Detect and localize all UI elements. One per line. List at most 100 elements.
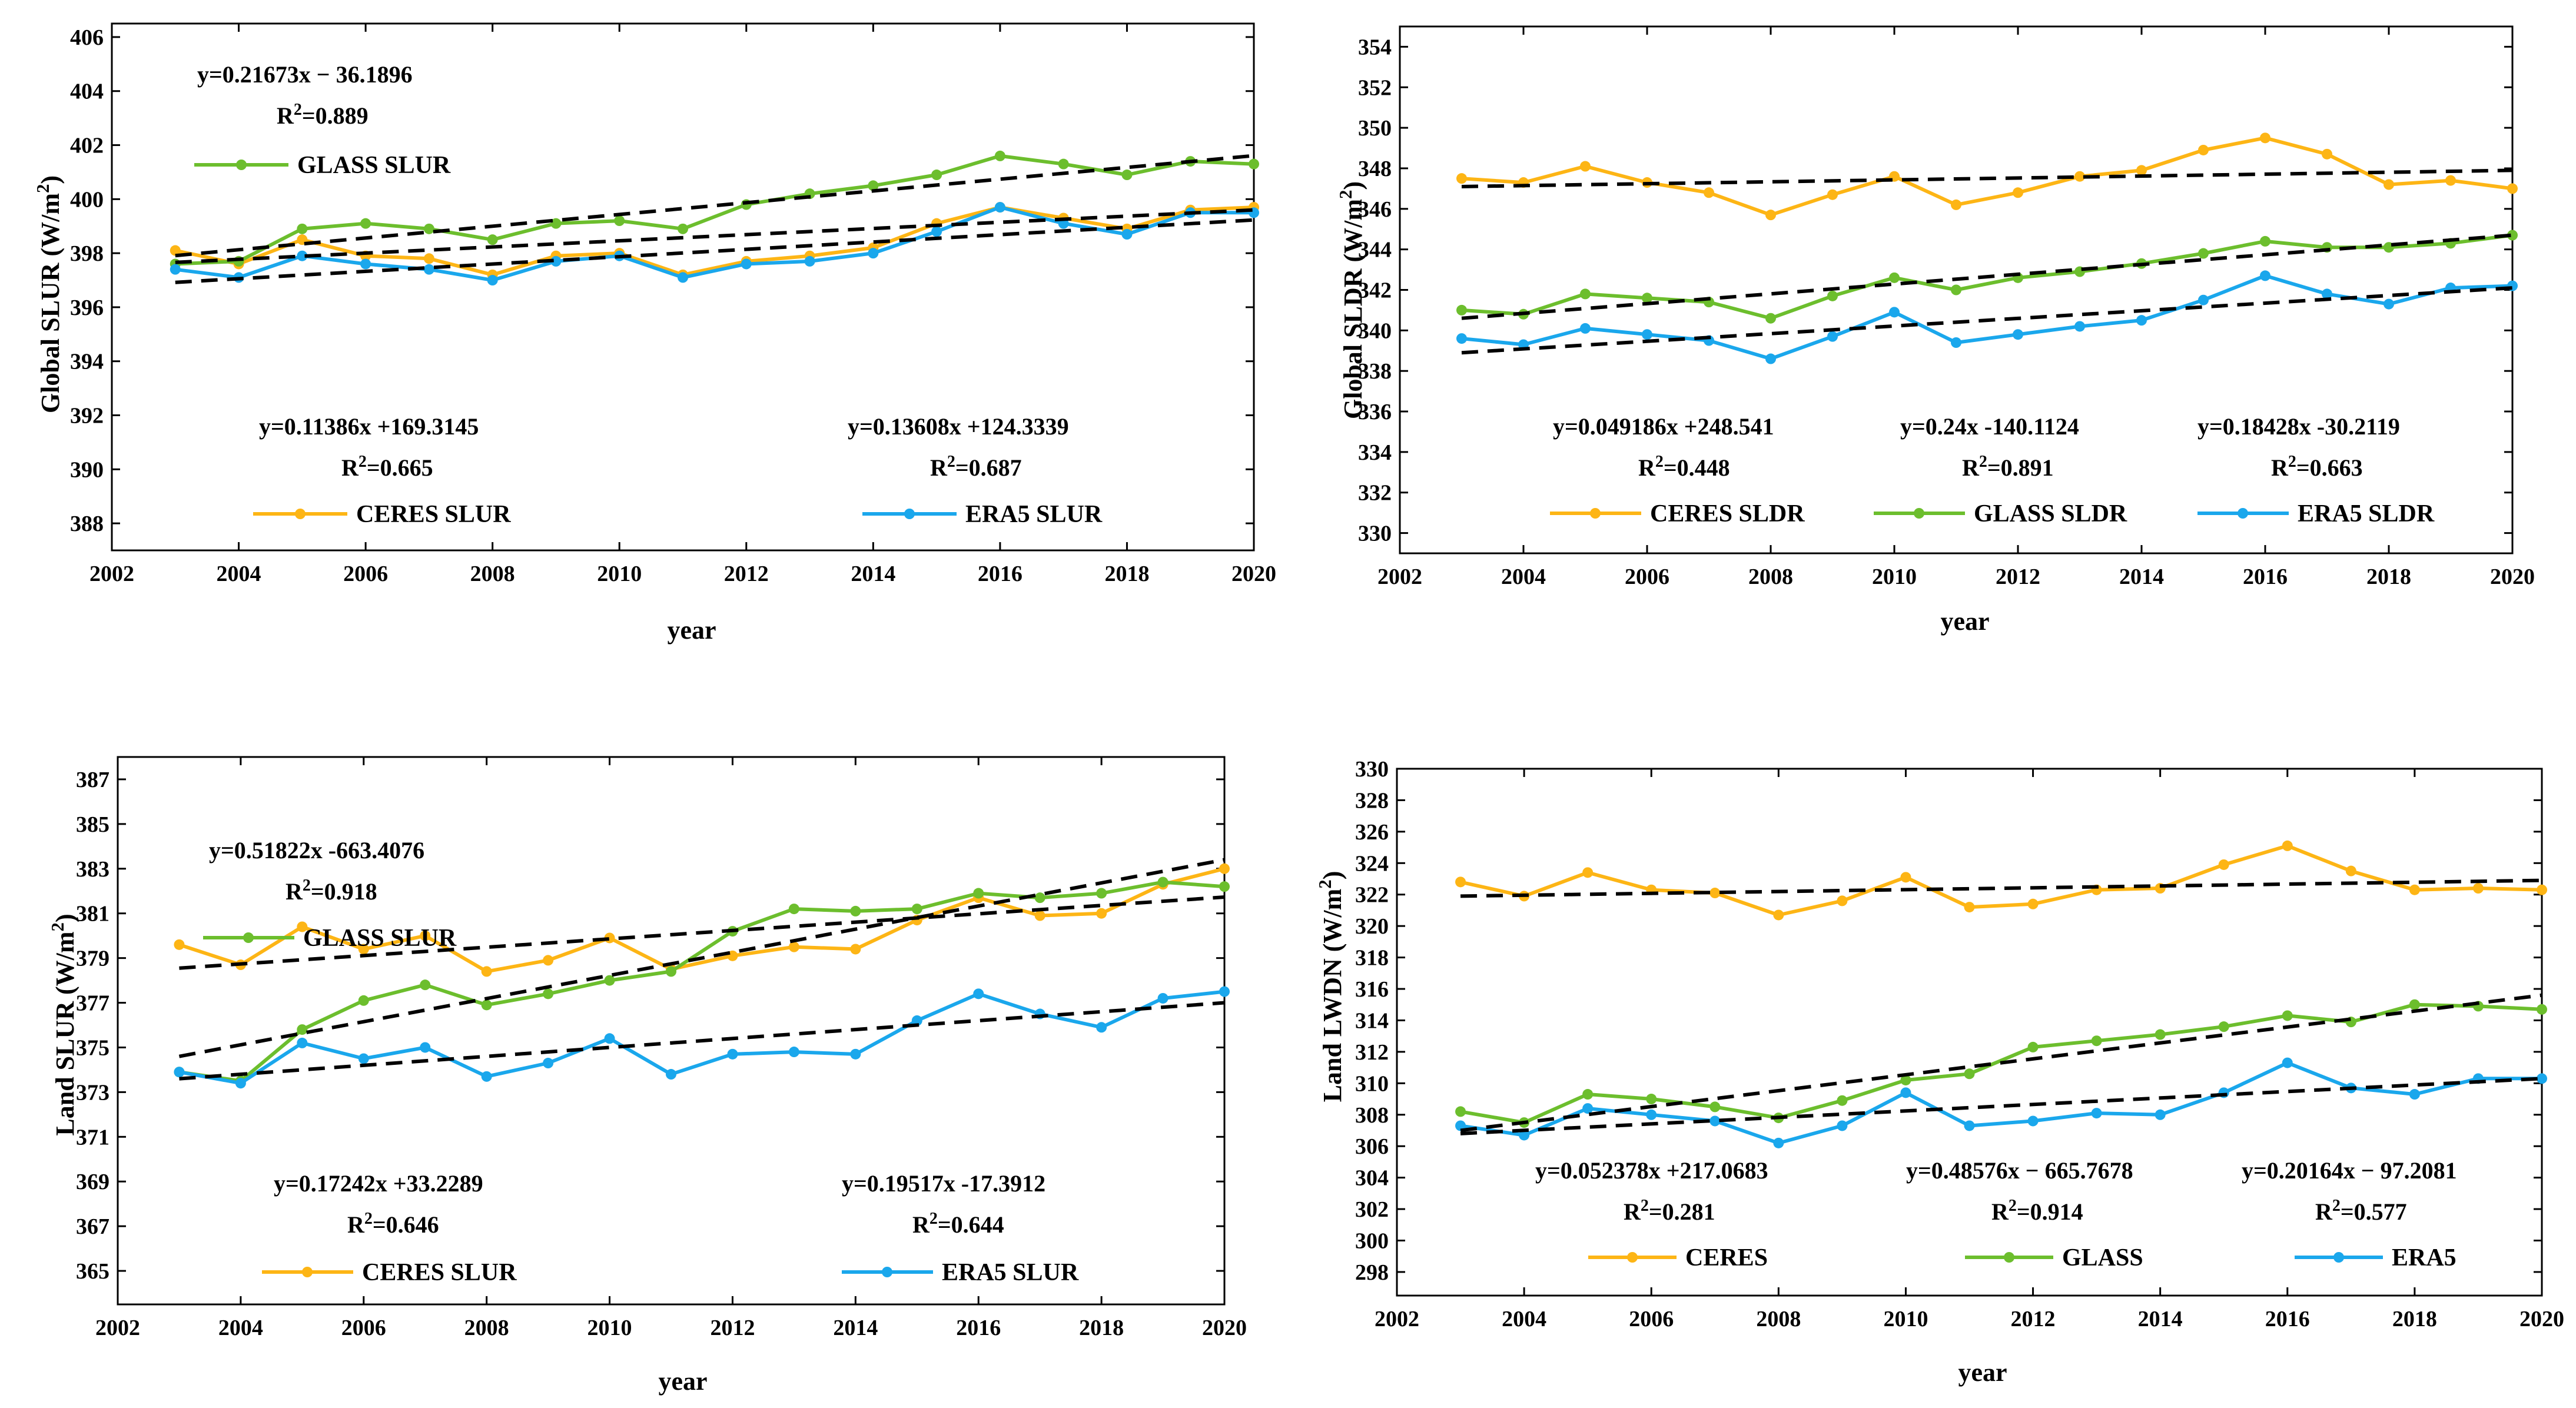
series-line-era5 xyxy=(175,205,1254,282)
x-tick-label: 2020 xyxy=(1231,562,1276,586)
data-point-ceres xyxy=(2282,840,2293,851)
trend-line-era5 xyxy=(179,1001,1225,1081)
x-tick-label: 2012 xyxy=(2011,1307,2056,1331)
y-tick-label: 320 xyxy=(1355,914,1389,939)
data-point-era5 xyxy=(1582,1103,1594,1114)
data-point-ceres xyxy=(1709,888,1721,899)
x-tick-label: 2010 xyxy=(1883,1307,1928,1331)
data-point-ceres xyxy=(850,944,861,955)
series-line-era5 xyxy=(1460,1061,2542,1145)
y-tick-label: 314 xyxy=(1355,1008,1389,1033)
x-tick-label: 2020 xyxy=(2519,1307,2564,1331)
y-tick-label: 334 xyxy=(1358,440,1392,465)
x-axis-label: year xyxy=(1958,1358,2007,1387)
y-tick-label: 344 xyxy=(1358,238,1392,263)
equation-era5: y=0.18428x -30.2119 xyxy=(2197,413,2400,440)
x-tick-label: 2014 xyxy=(851,562,895,586)
data-point-era5 xyxy=(420,1042,431,1053)
data-point-era5 xyxy=(994,202,1005,213)
series-line-era5 xyxy=(1461,274,2513,361)
data-point-glass xyxy=(868,180,879,191)
x-axis-label: year xyxy=(667,616,716,645)
x-tick-label: 2018 xyxy=(2392,1307,2437,1331)
data-point-era5 xyxy=(788,1047,799,1058)
chart-global-sldr: 2002 2004 2006 2008 2010 2012 2014 2016 2018 2020… xyxy=(1288,0,2576,704)
data-point-era5 xyxy=(604,1033,615,1044)
x-tick-label: 2004 xyxy=(218,1316,263,1340)
y-tick-label: 328 xyxy=(1355,788,1389,813)
data-point-ceres xyxy=(1580,161,1591,172)
y-tick-label: 330 xyxy=(1358,522,1392,546)
data-point-ceres xyxy=(2136,165,2147,176)
trend-line-glass xyxy=(1461,233,2513,320)
r2-glass: R2=0.918 xyxy=(286,876,377,905)
data-point-era5 xyxy=(1765,353,1776,364)
y-tick-label: 350 xyxy=(1358,116,1392,141)
trend-line-ceres xyxy=(1461,168,2513,188)
y-tick-label: 365 xyxy=(76,1259,109,1284)
r2-ceres: R2=0.281 xyxy=(1624,1197,1715,1226)
series-line-glass xyxy=(178,880,1225,1083)
x-tick-label: 2008 xyxy=(464,1316,509,1340)
data-point-ceres xyxy=(420,930,431,941)
data-point-ceres xyxy=(1964,902,1975,913)
series-line-ceres xyxy=(1460,844,2542,917)
data-point-era5 xyxy=(2384,298,2394,310)
legend-label-era5: ERA5 SLDR xyxy=(2298,500,2435,527)
data-point-era5 xyxy=(358,1053,369,1064)
data-point-era5 xyxy=(360,258,371,270)
data-point-ceres xyxy=(2445,175,2456,186)
chart-land-slur-svg: 2002 2004 2006 2008 2010 2012 2014 2016 2018 2020… xyxy=(48,756,1247,1396)
data-point-glass xyxy=(2218,1021,2229,1032)
data-point-era5 xyxy=(2136,315,2147,326)
data-point-era5 xyxy=(2074,321,2085,332)
data-point-ceres xyxy=(788,941,799,952)
data-point-ceres xyxy=(1582,867,1594,878)
x-tick-label: 2006 xyxy=(1625,564,1669,589)
trend-line-era5 xyxy=(175,218,1254,284)
data-point-ceres xyxy=(2384,179,2394,190)
data-point-glass xyxy=(297,223,308,234)
x-tick-label: 2014 xyxy=(2138,1307,2183,1331)
y-tick-label: 354 xyxy=(1358,35,1392,59)
x-tick-label: 2018 xyxy=(1079,1316,1124,1340)
data-point-glass xyxy=(420,979,431,991)
y-tick-label: 402 xyxy=(70,134,104,158)
data-point-glass xyxy=(1219,881,1230,892)
data-point-glass xyxy=(1709,1101,1721,1113)
data-point-glass xyxy=(994,150,1005,161)
data-point-glass xyxy=(931,170,942,181)
equation-era5: y=0.20164x − 97.2081 xyxy=(2242,1157,2457,1184)
data-point-era5 xyxy=(727,1048,738,1060)
data-point-glass xyxy=(1827,290,1838,301)
y-tick-label: 379 xyxy=(76,947,109,971)
legend-glass: GLASS SLDR xyxy=(1874,500,2127,527)
y-tick-label: 338 xyxy=(1358,359,1392,384)
data-point-ceres xyxy=(1096,908,1107,919)
data-point-era5 xyxy=(931,226,942,237)
data-point-era5 xyxy=(297,1037,308,1048)
x-tick-label: 2006 xyxy=(343,562,388,586)
y-tick-label: 326 xyxy=(1355,820,1389,845)
data-point-ceres xyxy=(2013,187,2023,198)
equation-glass: y=0.48576x − 665.7678 xyxy=(1906,1157,2133,1184)
y-tick-label: 336 xyxy=(1358,400,1392,424)
legend-marker-era5 xyxy=(2333,1252,2344,1263)
data-point-glass xyxy=(1889,272,1900,283)
data-point-ceres xyxy=(1900,872,1911,883)
trend-line-glass xyxy=(1460,993,2542,1133)
trend-line-era5 xyxy=(1461,286,2513,355)
x-tick-label: 2008 xyxy=(470,562,515,586)
r2-ceres: R2=0.665 xyxy=(341,453,433,481)
data-point-ceres xyxy=(358,944,369,955)
data-point-era5 xyxy=(741,258,752,270)
data-point-glass xyxy=(2198,248,2209,259)
x-tick-label: 2014 xyxy=(833,1316,878,1340)
legend-era5: ERA5 SLDR xyxy=(2197,500,2435,527)
legend-marker-era5 xyxy=(904,509,915,519)
legend-marker-era5 xyxy=(882,1267,892,1277)
equation-glass: y=0.51822x -663.4076 xyxy=(209,837,424,864)
y-tick-label: 404 xyxy=(70,79,104,104)
data-point-era5 xyxy=(2198,294,2209,305)
data-point-glass xyxy=(1580,288,1591,300)
